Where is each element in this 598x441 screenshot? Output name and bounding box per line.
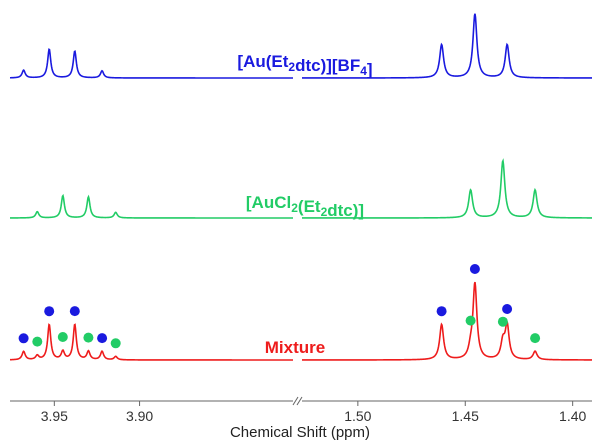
peak-marker-4 [97,333,108,344]
tick-label: 3.90 [126,408,153,424]
peak-marker-12 [465,315,476,326]
trace-line-3-segment-1 [9,323,293,361]
tick-label: 1.45 [452,408,479,424]
peak-markers [18,264,541,349]
trace-line-2-segment-2 [302,158,592,219]
tick-label: 1.40 [559,408,586,424]
trace-line-3-segment-2 [302,281,593,361]
trace-line-1-segment-1 [9,48,293,79]
peak-marker-7 [502,304,513,314]
spectrum-traces [9,13,593,361]
trace-line-2-segment-1 [10,193,293,219]
axis-break-mark-2 [296,396,303,406]
tick-label: 3.95 [41,408,68,424]
trace-label-2: [AuCl2(Et2dtc)] [246,193,364,220]
trace-label-3: Mixture [265,338,325,357]
x-axis-title: Chemical Shift (ppm) [230,424,370,441]
trace-labels: [Au(Et2dtc)][BF4] [AuCl2(Et2dtc)] Mixture [237,52,372,357]
axis-break-mark-1 [292,396,299,406]
peak-marker-11 [110,338,121,349]
trace-line-1-segment-2 [302,13,592,79]
x-axis: Chemical Shift (ppm) 3.95 3.90 1.50 1.45 1.4… [10,396,592,441]
peak-marker-14 [530,333,541,344]
peak-marker-1 [18,333,29,344]
peak-marker-3 [69,306,80,317]
trace-label-1: [Au(Et2dtc)][BF4] [237,52,372,79]
peak-marker-10 [83,332,94,343]
peak-marker-6 [469,264,480,274]
peak-marker-8 [32,336,43,347]
peak-marker-13 [497,316,508,327]
peak-marker-9 [57,332,68,342]
peak-marker-5 [436,306,447,317]
peak-marker-2 [44,306,55,317]
tick-label: 1.50 [344,408,371,424]
